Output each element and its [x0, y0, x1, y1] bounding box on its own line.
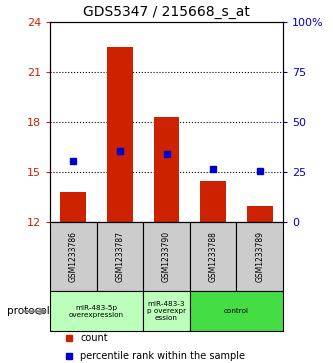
Bar [143, 223, 190, 291]
Text: GSM1233790: GSM1233790 [162, 231, 171, 282]
Text: GSM1233786: GSM1233786 [69, 231, 78, 282]
Bar [236, 223, 283, 291]
Bar [107, 47, 133, 223]
Text: miR-483-5p
overexpression: miR-483-5p overexpression [69, 305, 124, 318]
Bar [190, 291, 283, 331]
Text: GSM1233787: GSM1233787 [115, 231, 125, 282]
Text: GSM1233789: GSM1233789 [255, 231, 264, 282]
Text: miR-483-3
p overexpr
ession: miR-483-3 p overexpr ession [147, 301, 186, 321]
Bar [50, 291, 143, 331]
Text: count: count [80, 333, 108, 343]
Title: GDS5347 / 215668_s_at: GDS5347 / 215668_s_at [83, 5, 250, 19]
Text: protocol: protocol [7, 306, 50, 317]
Text: control: control [224, 309, 249, 314]
Text: percentile rank within the sample: percentile rank within the sample [80, 351, 245, 361]
Bar [190, 223, 236, 291]
Bar [50, 223, 97, 291]
Bar [200, 181, 226, 223]
Bar [143, 291, 190, 331]
Bar [97, 223, 143, 291]
Bar [154, 117, 179, 223]
Text: GSM1233788: GSM1233788 [208, 232, 218, 282]
Bar [60, 192, 86, 223]
Bar [247, 206, 272, 223]
